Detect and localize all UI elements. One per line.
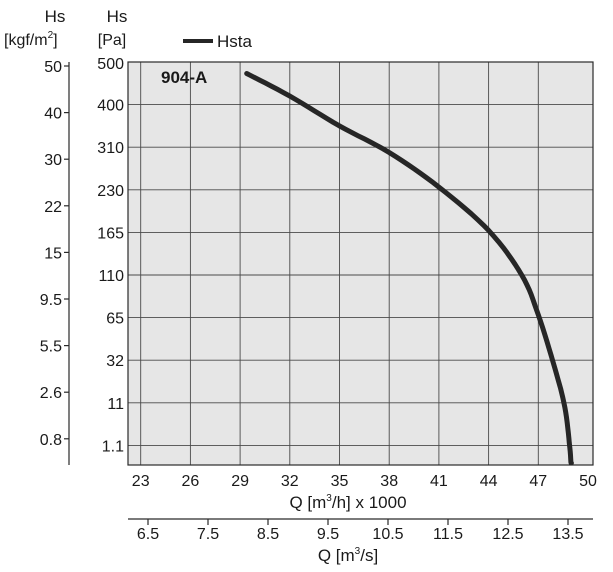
x-axis-label-m3s: Q [m3/s] xyxy=(318,546,378,565)
grid-lines xyxy=(128,62,593,465)
plot-background xyxy=(128,62,593,465)
model-label: 904-A xyxy=(161,68,207,87)
m3s-tick-label: 13.5 xyxy=(552,526,583,543)
pa-tick-label: 110 xyxy=(98,268,124,285)
pa-tick-label: 65 xyxy=(106,311,124,328)
m3s-grid-lines xyxy=(147,519,569,525)
pa-axis-title-line2: [Pa] xyxy=(98,32,126,49)
kgf-axis-ticks xyxy=(64,65,69,440)
pa-tick-label: 11 xyxy=(107,396,124,413)
pa-axis-title-line1: Hs xyxy=(107,7,128,26)
series-line-hsta xyxy=(244,71,574,466)
x-axis-label-m3h: Q [m3/h] x 1000 xyxy=(289,493,406,512)
m3s-tick-label: 7.5 xyxy=(197,526,219,543)
kgf-axis-title-line1: Hs xyxy=(45,7,66,26)
kgf-tick-label: 22 xyxy=(44,199,62,216)
m3h-tick-label: 26 xyxy=(182,473,200,490)
m3h-tick-label: 32 xyxy=(281,473,299,490)
kgf-tick-label: 30 xyxy=(44,152,62,169)
m3s-tick-label: 9.5 xyxy=(317,526,339,543)
m3h-tick-label: 50 xyxy=(579,473,597,490)
kgf-tick-label: 40 xyxy=(44,106,62,123)
pa-tick-label: 230 xyxy=(97,183,124,200)
kgf-tick-label: 15 xyxy=(44,245,62,262)
m3h-tick-label: 44 xyxy=(480,473,498,490)
m3h-tick-label: 35 xyxy=(331,473,349,490)
kgf-tick-label: 0.8 xyxy=(40,432,62,449)
kgf-tick-label: 50 xyxy=(44,59,62,76)
pa-tick-label: 310 xyxy=(97,140,124,157)
pa-tick-label: 32 xyxy=(106,353,124,370)
m3s-tick-label: 10.5 xyxy=(372,526,403,543)
m3s-tick-label: 6.5 xyxy=(137,526,159,543)
pa-tick-label: 400 xyxy=(97,98,124,115)
pa-tick-label: 1.1 xyxy=(102,438,124,455)
pa-tick-label: 500 xyxy=(97,56,124,73)
m3h-tick-label: 47 xyxy=(529,473,547,490)
m3s-tick-label: 12.5 xyxy=(492,526,523,543)
m3h-tick-label: 38 xyxy=(380,473,398,490)
m3h-tick-label: 29 xyxy=(231,473,249,490)
legend-label-hsta: Hsta xyxy=(217,32,253,51)
kgf-axis-title-line2: [kgf/m2] xyxy=(4,30,58,49)
m3h-tick-label: 41 xyxy=(430,473,448,490)
kgf-tick-label: 9.5 xyxy=(40,292,62,309)
m3s-tick-label: 8.5 xyxy=(257,526,279,543)
pa-tick-label: 165 xyxy=(97,225,124,242)
plot-frame xyxy=(127,61,594,466)
tick-labels: 500 400 310 230 165 110 65 32 11 1.1 50 40 30 22 15 9.5… xyxy=(40,56,597,543)
kgf-tick-label: 2.6 xyxy=(40,385,62,402)
m3s-tick-label: 11.5 xyxy=(433,526,463,543)
kgf-tick-label: 5.5 xyxy=(40,339,62,356)
m3h-tick-label: 23 xyxy=(132,473,150,490)
